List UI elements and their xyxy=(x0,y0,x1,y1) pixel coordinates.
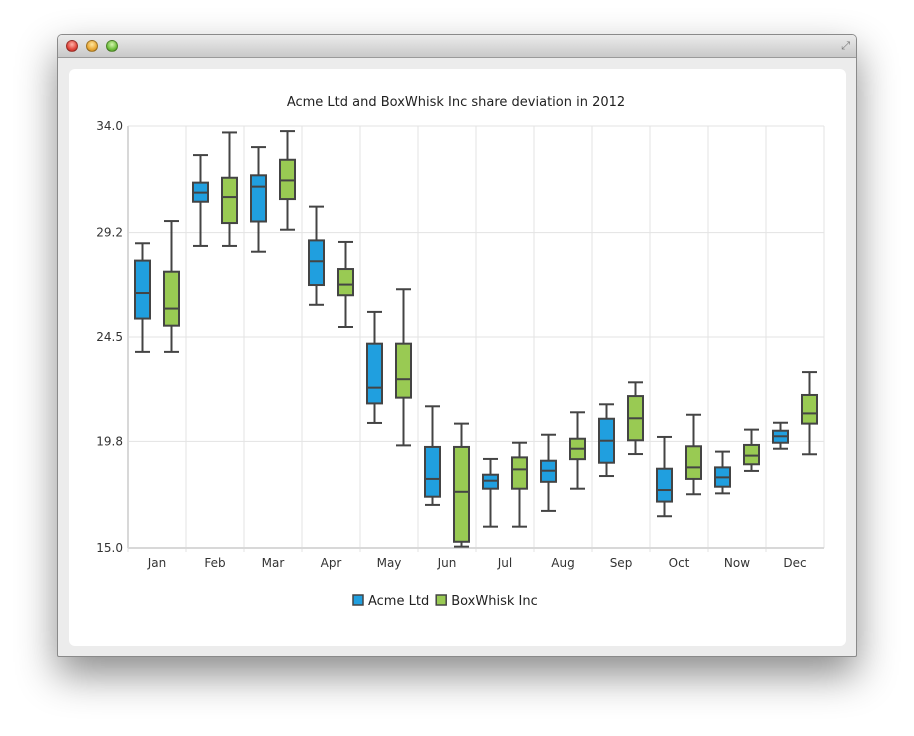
iqr-box xyxy=(801,393,818,425)
box-acme-ltd-dec xyxy=(772,421,789,450)
iqr-box xyxy=(337,268,354,297)
chart-title: Acme Ltd and BoxWhisk Inc share deviatio… xyxy=(287,95,625,110)
legend-label: BoxWhisk Inc xyxy=(451,594,538,609)
x-tick-label: Mar xyxy=(262,556,285,570)
box-acme-ltd-now xyxy=(714,450,731,495)
box-acme-ltd-apr xyxy=(308,205,325,306)
y-tick-label: 19.8 xyxy=(96,434,123,448)
x-tick-label: Jul xyxy=(497,556,512,570)
box-acme-ltd-jul xyxy=(482,457,499,528)
iqr-box xyxy=(453,445,470,543)
iqr-box xyxy=(656,467,673,503)
iqr-box xyxy=(134,259,151,320)
iqr-box xyxy=(163,270,180,327)
iqr-box xyxy=(424,445,441,498)
fullscreen-arrows-icon[interactable]: ⤢ xyxy=(841,39,850,52)
y-tick-label: 24.5 xyxy=(96,330,123,344)
iqr-box xyxy=(511,456,528,490)
box-acme-ltd-oct xyxy=(656,435,673,518)
box-boxwhisk-inc-may xyxy=(395,288,412,447)
box-acme-ltd-jun xyxy=(424,405,441,506)
box-acme-ltd-may xyxy=(366,310,383,424)
iqr-box xyxy=(366,342,383,405)
box-boxwhisk-inc-dec xyxy=(801,371,818,456)
box-boxwhisk-inc-aug xyxy=(569,411,586,490)
x-tick-label: Feb xyxy=(204,556,225,570)
box-boxwhisk-inc-mar xyxy=(279,130,296,231)
legend-label: Acme Ltd xyxy=(368,594,429,609)
box-acme-ltd-jan xyxy=(134,242,151,353)
x-tick-label: May xyxy=(377,556,402,570)
box-boxwhisk-inc-apr xyxy=(337,240,354,329)
box-boxwhisk-inc-oct xyxy=(685,413,702,496)
legend-swatch xyxy=(352,594,364,606)
y-tick-label: 34.0 xyxy=(96,119,123,133)
iqr-box xyxy=(395,342,412,399)
iqr-box xyxy=(685,445,702,480)
app-window: ⤢ xyxy=(57,34,857,657)
box-acme-ltd-aug xyxy=(540,433,557,512)
box-acme-ltd-feb xyxy=(192,154,209,247)
iqr-box xyxy=(250,174,267,223)
box-acme-ltd-mar xyxy=(250,146,267,253)
box-acme-ltd-sep xyxy=(598,403,615,478)
x-tick-label: Dec xyxy=(783,556,806,570)
chart-view xyxy=(69,69,846,646)
box-boxwhisk-inc-now xyxy=(743,428,760,472)
x-tick-label: Jun xyxy=(437,556,457,570)
box-boxwhisk-inc-sep xyxy=(627,381,644,456)
x-tick-label: Now xyxy=(724,556,750,570)
iqr-box xyxy=(221,176,238,225)
y-tick-label: 29.2 xyxy=(96,226,123,240)
x-tick-label: Apr xyxy=(321,556,342,570)
x-tick-label: Oct xyxy=(669,556,690,570)
minimize-button[interactable] xyxy=(86,40,98,52)
x-tick-label: Sep xyxy=(610,556,633,570)
box-boxwhisk-inc-jul xyxy=(511,441,528,528)
x-tick-label: Aug xyxy=(551,556,574,570)
y-tick-label: 15.0 xyxy=(96,541,123,555)
box-boxwhisk-inc-feb xyxy=(221,131,238,247)
iqr-box xyxy=(308,239,325,287)
title-bar[interactable]: ⤢ xyxy=(58,35,856,58)
box-boxwhisk-inc-jun xyxy=(453,422,470,548)
legend-item[interactable]: BoxWhisk Inc xyxy=(435,594,538,609)
x-tick-label: Jan xyxy=(147,556,167,570)
box-boxwhisk-inc-jan xyxy=(163,220,180,353)
legend-swatch xyxy=(435,594,447,606)
legend-item[interactable]: Acme Ltd xyxy=(352,594,429,609)
zoom-button[interactable] xyxy=(106,40,118,52)
close-button[interactable] xyxy=(66,40,78,52)
